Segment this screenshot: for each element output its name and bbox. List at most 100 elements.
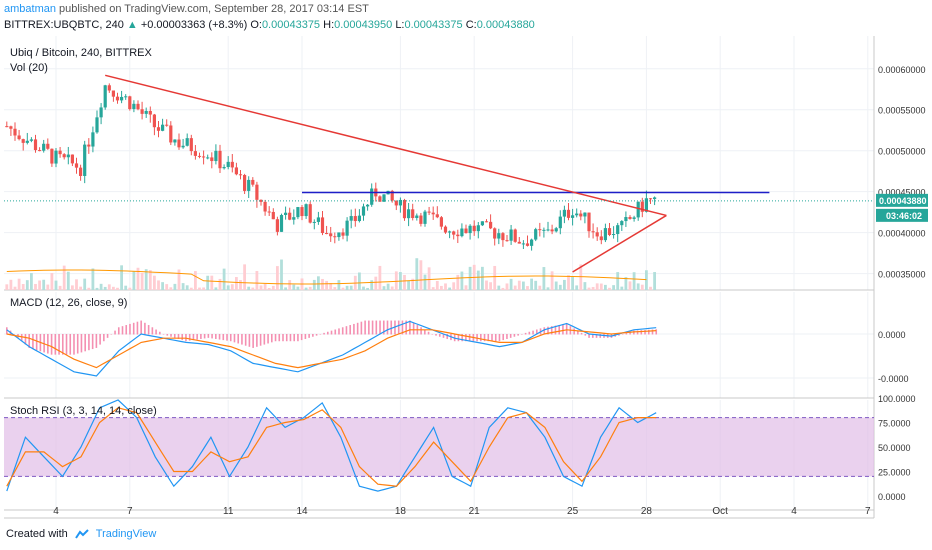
price-pane-title: Ubiq / Bitcoin, 240, BITTREX: [10, 47, 152, 59]
volume-bar: [604, 284, 607, 290]
volume-bar: [554, 281, 558, 290]
volume-bar: [210, 275, 214, 290]
volume-bar: [341, 287, 345, 290]
candle-body: [70, 154, 74, 164]
volume-bar: [612, 285, 615, 290]
macd-histogram-bar: [334, 329, 337, 335]
macd-histogram-bar: [129, 323, 131, 335]
author-link[interactable]: ambatman: [4, 3, 56, 15]
candle-body: [493, 228, 497, 239]
candle-body: [234, 167, 238, 175]
volume-bar: [423, 274, 427, 290]
volume-bar: [370, 280, 374, 290]
candle-body: [46, 143, 50, 149]
macd-histogram-bar: [159, 331, 161, 335]
tradingview-brand[interactable]: TradingView: [95, 528, 157, 540]
volume-bar: [132, 271, 136, 290]
volume-bar: [243, 264, 246, 290]
volume-bar: [120, 265, 123, 290]
macd-histogram-bar: [132, 322, 135, 335]
volume-bar: [628, 281, 632, 290]
candle-body: [525, 243, 530, 246]
volume-bar: [235, 277, 238, 290]
candle-body: [124, 96, 128, 98]
volume-label: Vol (20): [10, 62, 48, 74]
candle-body: [115, 96, 120, 101]
macd-histogram-bar: [200, 334, 202, 339]
volume-bar: [567, 275, 570, 290]
candle-body: [316, 217, 320, 222]
candle-body: [247, 179, 251, 191]
candle-body: [202, 156, 206, 158]
volume-bar: [42, 279, 46, 290]
macd-histogram-bar: [356, 322, 359, 335]
volume-bar: [304, 287, 308, 290]
candle-body: [398, 199, 402, 206]
volume-bar: [493, 265, 497, 290]
macd-histogram-bar: [215, 334, 217, 339]
volume-bar: [456, 274, 460, 290]
candle-body: [279, 214, 284, 232]
candle-body: [562, 209, 566, 217]
macd-histogram-bar: [636, 330, 639, 335]
macd-histogram-bar: [315, 334, 318, 336]
time-tick-label: 14: [296, 506, 308, 517]
price-tick-label: 0.00035000: [878, 270, 926, 280]
candle-body: [251, 179, 255, 185]
macd-histogram-bar: [379, 320, 381, 335]
candle-body: [341, 232, 345, 236]
volume-bar: [194, 271, 197, 290]
candle-body: [390, 190, 394, 201]
candle-body: [616, 225, 620, 235]
macd-histogram-bar: [349, 325, 351, 335]
macd-indicator: 0.0000 -0.0000: [6, 320, 909, 384]
candle-body: [337, 232, 341, 238]
macd-histogram-bar: [297, 334, 299, 342]
volume-bar: [595, 283, 599, 290]
candle-body: [484, 221, 489, 223]
volume-bar: [522, 281, 525, 290]
candle-body: [329, 233, 333, 237]
macd-histogram-bar: [181, 334, 184, 341]
stoch-tick-label: 0.0000: [878, 492, 906, 502]
tradingview-cloud-icon: [74, 529, 89, 539]
macd-histogram-bar: [438, 334, 441, 337]
volume-bar: [46, 284, 50, 290]
macd-histogram-bar: [285, 334, 288, 342]
candle-body: [419, 215, 423, 224]
volume-bar: [276, 266, 279, 290]
published-text: published on TradingView.com, September …: [59, 3, 369, 15]
macd-histogram-bar: [226, 334, 228, 341]
macd-histogram-bar: [550, 326, 553, 335]
time-tick-label: 4: [791, 506, 797, 517]
volume-bar: [222, 268, 226, 290]
macd-histogram-bar: [341, 327, 344, 335]
candle-body: [292, 217, 296, 220]
macd-histogram-bar: [58, 334, 60, 355]
candle-body: [259, 199, 263, 202]
volume-bar: [345, 285, 349, 290]
price-tick-label: 0.00050000: [878, 147, 926, 157]
candle-body: [29, 139, 33, 141]
candle-body: [185, 138, 189, 146]
candle-body: [189, 138, 193, 152]
macd-histogram-bar: [390, 320, 393, 335]
macd-histogram-bar: [562, 324, 564, 335]
volume-bar: [349, 285, 353, 290]
volume-bar: [116, 287, 119, 290]
time-tick-label: 7: [865, 506, 871, 517]
candle-body: [394, 200, 398, 206]
macd-histogram-bar: [498, 334, 501, 342]
macd-histogram-bar: [84, 334, 86, 352]
volume-bar: [645, 270, 648, 290]
volume-bar: [440, 285, 443, 290]
macd-histogram-bar: [521, 334, 523, 335]
macd-histogram-bar: [424, 329, 426, 335]
macd-histogram-bar: [409, 320, 411, 335]
candle-body: [255, 184, 259, 200]
time-tick-label: 7: [127, 506, 133, 517]
candlestick-series: [5, 83, 657, 251]
candle-body: [325, 233, 329, 235]
macd-histogram-bar: [47, 334, 49, 354]
candle-body: [222, 167, 226, 169]
